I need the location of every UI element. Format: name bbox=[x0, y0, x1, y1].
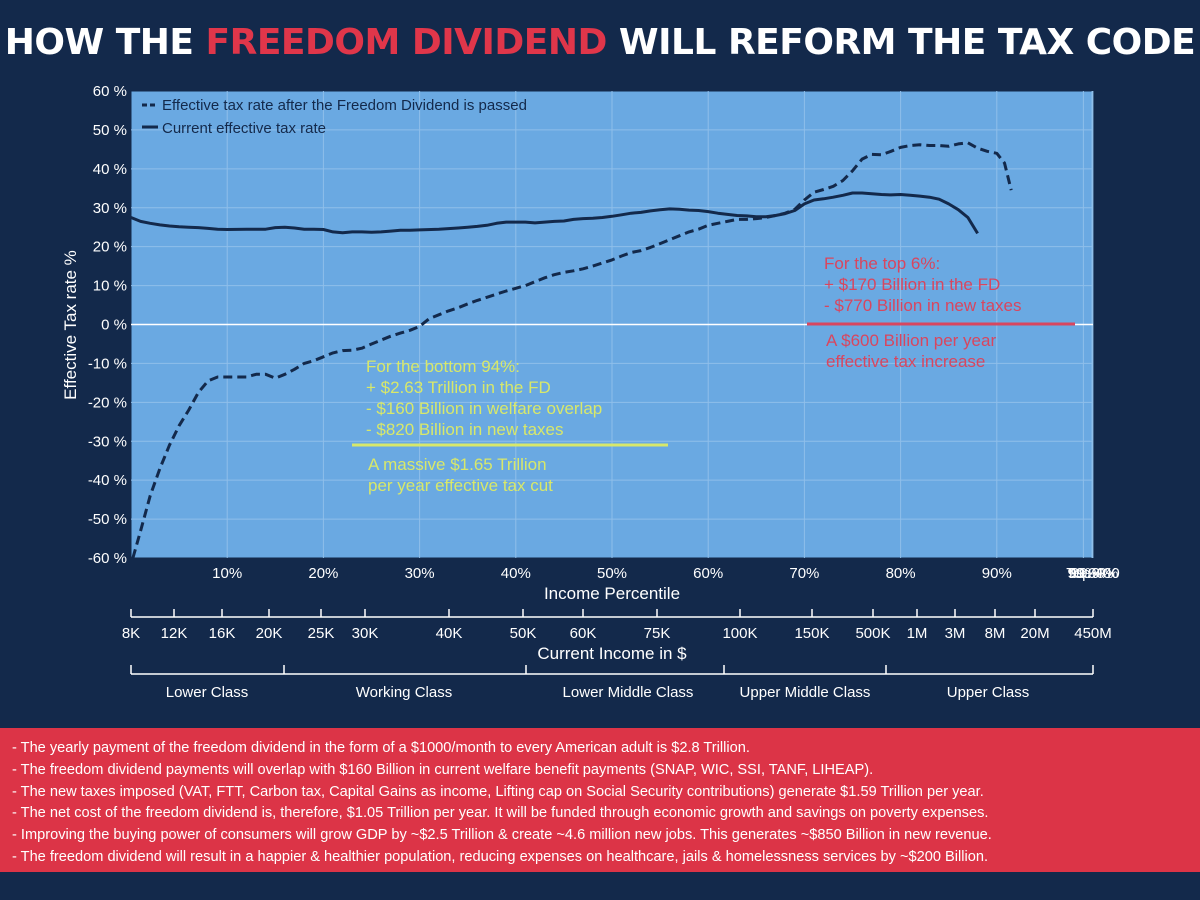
annotation-top-line: + $170 Billion in the FD bbox=[824, 275, 1000, 294]
income-axis: 8K 12K 16K 20K 25K 30K 40K 50K 60K 75K 100K 150K 500… bbox=[122, 609, 1112, 663]
income-tick-label: 75K bbox=[644, 625, 671, 642]
class-label-lower: Lower Class bbox=[166, 684, 249, 701]
note-line: - The yearly payment of the freedom divi… bbox=[12, 740, 750, 756]
notes-panel: - The yearly payment of the freedom divi… bbox=[0, 728, 1200, 872]
annotation-bottom-result: per year effective tax cut bbox=[368, 476, 553, 495]
y-tick-label: -60 % bbox=[88, 550, 127, 567]
annotation-bottom-line: - $820 Billion in new taxes bbox=[366, 420, 564, 439]
class-axis: Lower Class Working Class Lower Middle C… bbox=[130, 665, 1094, 701]
y-tick-label: 50 % bbox=[93, 122, 127, 139]
annotation-bottom-line: + $2.63 Trillion in the FD bbox=[366, 378, 551, 397]
title-part-2: WILL REFORM THE TAX CODE bbox=[606, 22, 1196, 63]
series-line-current bbox=[130, 191, 979, 235]
x-tick-label: 99.99% bbox=[1067, 565, 1118, 582]
class-label-upper-middle: Upper Middle Class bbox=[740, 684, 871, 701]
income-tick-label: 500K bbox=[855, 625, 890, 642]
x-tick-label: 60% bbox=[693, 565, 723, 582]
y-tick-label: 30 % bbox=[93, 200, 127, 217]
x-tick-label: 10% bbox=[212, 565, 242, 582]
x-tick-label: Top 400 bbox=[1066, 565, 1119, 582]
title-highlight: FREEDOM DIVIDEND bbox=[205, 22, 608, 63]
annotation-bottom-result: A massive $1.65 Trillion bbox=[368, 455, 547, 474]
y-tick-label: -40 % bbox=[88, 472, 127, 489]
class-label-working: Working Class bbox=[356, 684, 452, 701]
class-label-lower-middle: Lower Middle Class bbox=[563, 684, 694, 701]
annotation-top: For the top 6%: + $170 Billion in the FD… bbox=[807, 254, 1075, 371]
y-axis-title: Effective Tax rate % bbox=[61, 250, 80, 400]
income-tick-label: 20K bbox=[256, 625, 283, 642]
y-tick-label: 60 % bbox=[93, 83, 127, 100]
tax-rate-chart: 60 % 50 % 40 % 30 % 20 % 10 % 0 % -10 % -20 % -30… bbox=[61, 83, 1120, 701]
income-tick-label: 16K bbox=[209, 625, 236, 642]
legend: Effective tax rate after the Freedom Div… bbox=[142, 97, 527, 137]
income-tick-label: 60K bbox=[570, 625, 597, 642]
y-tick-label: 40 % bbox=[93, 161, 127, 178]
x-tick-label: 99% bbox=[1068, 565, 1098, 582]
income-tick-label: 25K bbox=[308, 625, 335, 642]
annotation-top-result: A $600 Billion per year bbox=[826, 331, 996, 350]
x-axis-title: Income Percentile bbox=[544, 584, 680, 603]
annotation-bottom-line: For the bottom 94%: bbox=[366, 357, 520, 376]
income-tick-label: 3M bbox=[945, 625, 966, 642]
income-tick-label: 30K bbox=[352, 625, 379, 642]
x-tick-labels: 10% 20% 30% 40% 50% 60% 70% 80% 90% 99%99.9%99.99… bbox=[212, 565, 1120, 582]
income-tick-label: 40K bbox=[436, 625, 463, 642]
income-tick-label: 8K bbox=[122, 625, 140, 642]
x-tick-label: 80% bbox=[886, 565, 916, 582]
series-line-after-fd bbox=[131, 141, 1013, 559]
legend-label-current: Current effective tax rate bbox=[162, 120, 326, 137]
note-line: - Improving the buying power of consumer… bbox=[12, 827, 992, 844]
legend-label-after-fd: Effective tax rate after the Freedom Div… bbox=[162, 97, 527, 114]
income-axis-title: Current Income in $ bbox=[537, 644, 687, 663]
x-tick-label: 20% bbox=[308, 565, 338, 582]
y-tick-label: -30 % bbox=[88, 433, 127, 450]
y-tick-labels: 60 % 50 % 40 % 30 % 20 % 10 % 0 % -10 % -20 % -30… bbox=[88, 83, 127, 567]
class-ticks bbox=[130, 665, 1094, 674]
income-tick-label: 12K bbox=[161, 625, 188, 642]
page-title: HOW THE FREEDOM DIVIDEND WILL REFORM THE… bbox=[0, 22, 1200, 63]
y-tick-label: 0 % bbox=[101, 317, 127, 334]
y-tick-label: -50 % bbox=[88, 511, 127, 528]
x-tick-label: 40% bbox=[501, 565, 531, 582]
annotation-top-result: effective tax increase bbox=[826, 352, 985, 371]
y-tick-label: 20 % bbox=[93, 239, 127, 256]
title-part-1: HOW THE bbox=[4, 22, 206, 63]
note-line: - The freedom dividend will result in a … bbox=[12, 848, 989, 865]
class-label-upper: Upper Class bbox=[947, 684, 1030, 701]
y-tick-label: -20 % bbox=[88, 394, 127, 411]
annotation-top-line: For the top 6%: bbox=[824, 254, 940, 273]
x-tick-label: 90% bbox=[982, 565, 1012, 582]
income-tick-label: 20M bbox=[1020, 625, 1049, 642]
x-tick-label: 70% bbox=[789, 565, 819, 582]
income-tick-label: 8M bbox=[985, 625, 1006, 642]
y-tick-label: -10 % bbox=[88, 355, 127, 372]
note-line: - The freedom dividend payments will ove… bbox=[12, 761, 874, 778]
x-tick-label: 30% bbox=[405, 565, 435, 582]
income-tick-label: 100K bbox=[722, 625, 757, 642]
annotation-top-line: - $770 Billion in new taxes bbox=[824, 296, 1022, 315]
annotation-bottom: For the bottom 94%: + $2.63 Trillion in … bbox=[352, 357, 668, 495]
income-tick-label: 450M bbox=[1074, 625, 1112, 642]
income-tick-label: 1M bbox=[907, 625, 928, 642]
x-tick-label: 99.9% bbox=[1071, 565, 1114, 582]
note-line: - The net cost of the freedom dividend i… bbox=[12, 805, 989, 822]
annotation-bottom-line: - $160 Billion in welfare overlap bbox=[366, 399, 602, 418]
y-tick-label: 10 % bbox=[93, 278, 127, 295]
income-ticks: 8K 12K 16K 20K 25K 30K 40K 50K 60K 75K 100K 150K 500… bbox=[122, 609, 1112, 642]
income-tick-label: 50K bbox=[510, 625, 537, 642]
note-line: - The new taxes imposed (VAT, FTT, Carbo… bbox=[12, 783, 984, 800]
x-tick-label: 50% bbox=[597, 565, 627, 582]
income-tick-label: 150K bbox=[794, 625, 829, 642]
series-layer bbox=[130, 141, 1013, 559]
